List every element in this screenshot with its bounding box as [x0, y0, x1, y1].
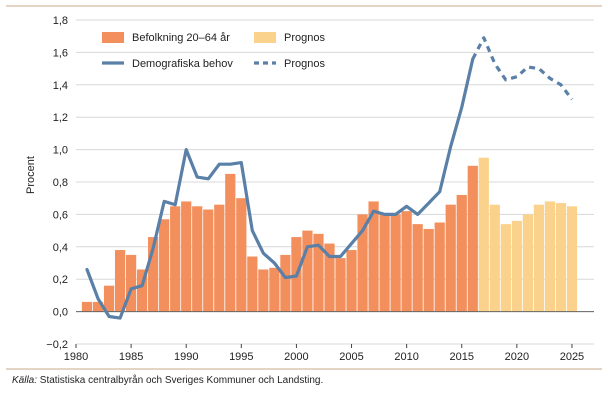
- series-line-demografiska-behov: [85, 57, 475, 320]
- bar: [357, 214, 368, 312]
- y-tick-label: 1,2: [53, 112, 68, 124]
- forecast-bar: [555, 203, 567, 312]
- forecast-bar: [500, 224, 511, 312]
- bar: [401, 211, 412, 312]
- bar: [423, 228, 434, 312]
- bar: [313, 233, 324, 312]
- line-layer: [85, 36, 574, 320]
- bar: [445, 204, 456, 312]
- x-tick-label: 1995: [229, 351, 253, 363]
- bar: [379, 214, 390, 312]
- bar: [434, 222, 445, 312]
- forecast-bar: [533, 204, 545, 312]
- legend-layer: Befolkning 20–64 år Prognos Demografiska b…: [102, 32, 325, 70]
- legend-label: Demografiska behov: [132, 58, 233, 70]
- source-text: Statistiska centralbyrån och Sveriges Ko…: [37, 375, 324, 386]
- forecast-bar: [522, 214, 533, 312]
- source-label: Källa:: [12, 375, 38, 386]
- bar-layer: [81, 157, 578, 312]
- x-tick-label: 1990: [174, 351, 198, 363]
- bar: [181, 201, 192, 312]
- y-tick-label: 1,4: [53, 80, 68, 92]
- bar: [236, 198, 247, 312]
- forecast-bar: [544, 201, 556, 312]
- bar: [467, 165, 478, 312]
- bar: [390, 214, 401, 312]
- y-tick-label: 1,0: [53, 145, 68, 157]
- y-tick-label: 0,0: [53, 307, 68, 319]
- x-tick-label: 1980: [64, 351, 88, 363]
- bar: [456, 194, 467, 312]
- y-axis-label: Procent: [25, 156, 37, 194]
- bar: [225, 173, 236, 312]
- bar: [335, 258, 346, 312]
- forecast-bar: [511, 220, 522, 312]
- y-tick-label: 0,2: [53, 274, 68, 286]
- bar: [137, 269, 148, 312]
- bar: [148, 237, 159, 312]
- bar: [92, 301, 104, 312]
- bar: [214, 204, 225, 312]
- y-tick-label: 1,8: [53, 15, 68, 27]
- bar: [114, 250, 126, 312]
- bar: [346, 250, 357, 312]
- bar: [368, 201, 379, 312]
- legend-label: Befolkning 20–64 år: [132, 32, 230, 44]
- bar: [192, 206, 203, 312]
- bar: [258, 269, 269, 312]
- legend-swatch: [102, 32, 124, 43]
- y-tick-label: −0,2: [46, 339, 68, 351]
- bar: [269, 267, 280, 312]
- legend-label: Prognos: [284, 58, 325, 70]
- x-tick-label: 1985: [119, 351, 143, 363]
- forecast-bar: [478, 157, 489, 312]
- bar: [159, 219, 170, 312]
- axis-layer: −0,2 0,0 0,2 0,4 0,6 0,8 1,0 1,2 1,4 1,6 1,8 1980 19…: [46, 15, 594, 363]
- bar: [203, 209, 214, 312]
- bar: [302, 230, 313, 312]
- bar: [125, 254, 137, 312]
- bar: [81, 301, 93, 312]
- forecast-bar: [566, 206, 578, 312]
- y-tick-label: 0,6: [53, 209, 68, 221]
- bar: [280, 254, 291, 312]
- bar: [324, 243, 335, 312]
- x-tick-label: 2015: [450, 351, 474, 363]
- x-tick-label: 2005: [339, 351, 363, 363]
- forecast-bar: [489, 204, 500, 312]
- x-tick-label: 2000: [284, 351, 308, 363]
- source-note: Källa: Statistiska centralbyrån och Sver…: [12, 375, 323, 386]
- x-tick-label: 2020: [505, 351, 529, 363]
- x-tick-label: 2010: [394, 351, 418, 363]
- y-tick-label: 0,8: [53, 177, 68, 189]
- bar: [170, 206, 181, 312]
- x-tick-label: 2025: [560, 351, 584, 363]
- series-line-prognos: [471, 36, 574, 101]
- bar: [247, 256, 258, 312]
- y-tick-label: 1,6: [53, 47, 68, 59]
- bar: [412, 224, 423, 312]
- y-tick-label: 0,4: [53, 242, 68, 254]
- legend-label: Prognos: [284, 32, 325, 44]
- legend-swatch: [254, 32, 276, 43]
- bar: [103, 285, 115, 312]
